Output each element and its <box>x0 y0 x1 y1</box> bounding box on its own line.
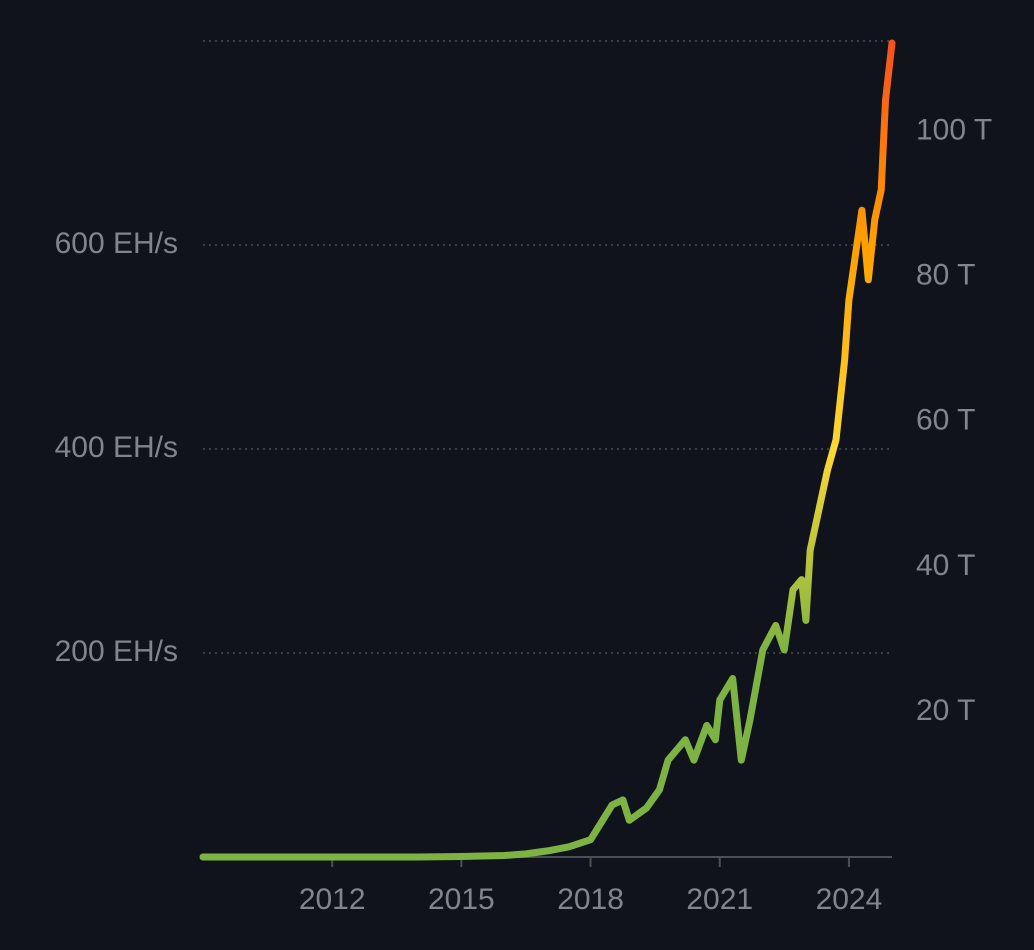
x-tick-label: 2012 <box>299 883 366 916</box>
y-tick-label: 200 EH/s <box>55 635 178 668</box>
x-tick-label: 2015 <box>428 883 495 916</box>
y2-tick-label: 80 T <box>916 259 976 292</box>
y-tick-label: 600 EH/s <box>55 227 178 260</box>
y2-tick-label: 100 T <box>916 114 992 147</box>
x-tick-label: 2021 <box>686 883 753 916</box>
x-tick-label: 2018 <box>557 883 624 916</box>
line <box>199 39 896 861</box>
y2-tick-label: 20 T <box>916 694 976 727</box>
y-tick-label: 400 EH/s <box>55 431 178 464</box>
y2-tick-label: 40 T <box>916 549 976 582</box>
x-tick-label: 2024 <box>816 883 883 916</box>
y2-tick-label: 60 T <box>916 404 976 437</box>
